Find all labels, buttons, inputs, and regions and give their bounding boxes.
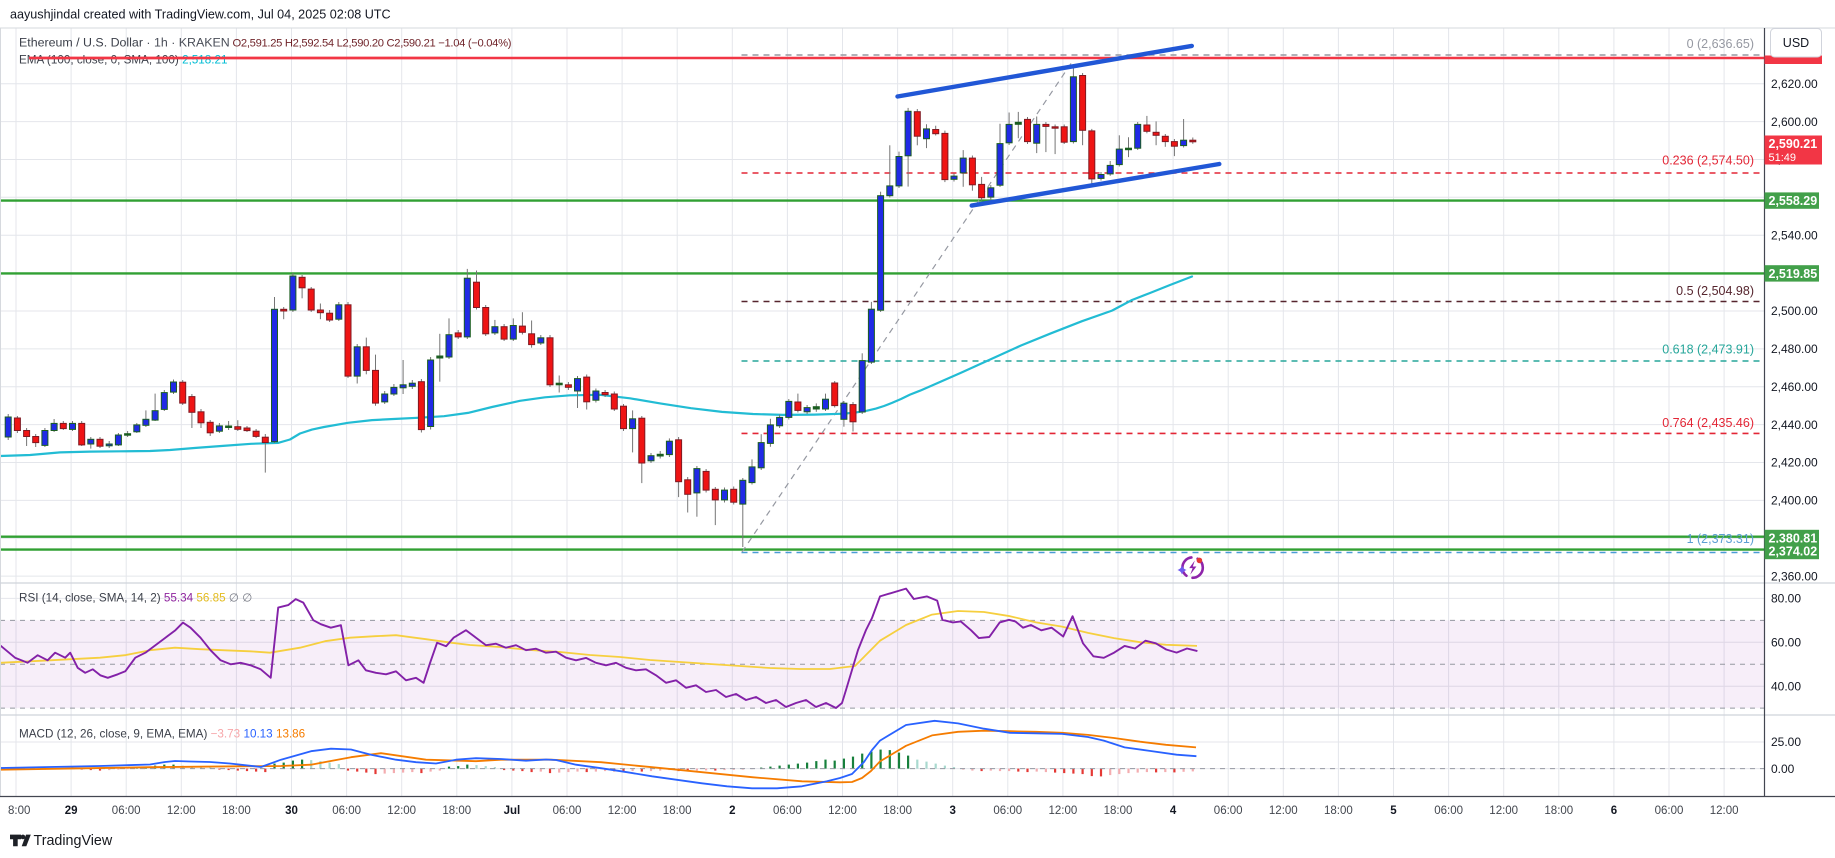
svg-text:06:00: 06:00 — [1655, 805, 1684, 817]
svg-text:USD: USD — [1783, 36, 1809, 50]
svg-text:2: 2 — [729, 805, 735, 817]
svg-text:30: 30 — [285, 805, 298, 817]
svg-text:18:00: 18:00 — [1324, 805, 1353, 817]
svg-text:4: 4 — [1170, 805, 1177, 817]
svg-text:18:00: 18:00 — [1104, 805, 1133, 817]
svg-text:2,374.02: 2,374.02 — [1769, 544, 1818, 558]
svg-text:2,519.85: 2,519.85 — [1769, 267, 1818, 281]
svg-text:TradingView: TradingView — [34, 833, 113, 849]
svg-text:06:00: 06:00 — [332, 805, 361, 817]
svg-text:2,500.00: 2,500.00 — [1771, 304, 1818, 318]
svg-text:3: 3 — [949, 805, 955, 817]
svg-text:06:00: 06:00 — [553, 805, 582, 817]
svg-text:18:00: 18:00 — [1544, 805, 1573, 817]
svg-text:2,590.21: 2,590.21 — [1769, 137, 1818, 151]
svg-text:12:00: 12:00 — [1269, 805, 1298, 817]
svg-text:12:00: 12:00 — [608, 805, 637, 817]
svg-text:12:00: 12:00 — [1710, 805, 1739, 817]
svg-text:18:00: 18:00 — [663, 805, 692, 817]
svg-text:1 (2,373.31): 1 (2,373.31) — [1687, 532, 1754, 546]
svg-text:8:00: 8:00 — [8, 805, 30, 817]
svg-text:2,380.81: 2,380.81 — [1769, 531, 1818, 545]
svg-text:18:00: 18:00 — [442, 805, 471, 817]
svg-text:06:00: 06:00 — [993, 805, 1022, 817]
svg-text:0.618 (2,473.91): 0.618 (2,473.91) — [1662, 342, 1754, 356]
svg-text:06:00: 06:00 — [1214, 805, 1243, 817]
svg-text:Ethereum / U.S. Dollar · 1h ·: Ethereum / U.S. Dollar · 1h · KRAKEN O2,… — [19, 36, 512, 50]
svg-text:40.00: 40.00 — [1771, 679, 1801, 693]
svg-text:12:00: 12:00 — [1489, 805, 1518, 817]
svg-text:29: 29 — [65, 805, 78, 817]
svg-text:EMA (100, close, 0, SMA, 100): EMA (100, close, 0, SMA, 100) 2,518.21 — [19, 53, 228, 66]
svg-text:12:00: 12:00 — [387, 805, 416, 817]
svg-text:0.5 (2,504.98): 0.5 (2,504.98) — [1676, 284, 1754, 298]
svg-text:2,600.00: 2,600.00 — [1771, 115, 1818, 129]
svg-text:06:00: 06:00 — [112, 805, 141, 817]
svg-text:Jul: Jul — [504, 805, 521, 817]
svg-text:5: 5 — [1390, 805, 1397, 817]
svg-text:2,400.00: 2,400.00 — [1771, 494, 1818, 508]
svg-text:6: 6 — [1611, 805, 1617, 817]
svg-text:2,480.00: 2,480.00 — [1771, 342, 1818, 356]
svg-text:2,620.00: 2,620.00 — [1771, 77, 1818, 91]
svg-text:0.764 (2,435.46): 0.764 (2,435.46) — [1662, 416, 1754, 430]
svg-text:18:00: 18:00 — [883, 805, 912, 817]
svg-text:60.00: 60.00 — [1771, 636, 1801, 650]
svg-text:2,440.00: 2,440.00 — [1771, 418, 1818, 432]
svg-text:12:00: 12:00 — [167, 805, 196, 817]
svg-text:12:00: 12:00 — [828, 805, 857, 817]
svg-text:06:00: 06:00 — [1434, 805, 1463, 817]
svg-text:2,420.00: 2,420.00 — [1771, 456, 1818, 470]
svg-text:MACD (12, 26, close, 9, EMA, E: MACD (12, 26, close, 9, EMA, EMA) −3.73 … — [19, 727, 305, 740]
svg-text:2,540.00: 2,540.00 — [1771, 228, 1818, 242]
svg-text:80.00: 80.00 — [1771, 592, 1801, 606]
svg-text:0 (2,636.65): 0 (2,636.65) — [1687, 37, 1754, 51]
svg-text:2,360.00: 2,360.00 — [1771, 569, 1818, 583]
svg-text:2,460.00: 2,460.00 — [1771, 380, 1818, 394]
svg-text:2,558.29: 2,558.29 — [1769, 194, 1818, 208]
svg-text:0.00: 0.00 — [1771, 762, 1795, 776]
svg-text:51:49: 51:49 — [1769, 152, 1797, 164]
svg-text:RSI (14, close, SMA, 14, 2) 5: RSI (14, close, SMA, 14, 2) 55.34 56.85 … — [19, 591, 252, 604]
svg-text:0.236 (2,574.50): 0.236 (2,574.50) — [1662, 154, 1754, 168]
svg-text:25.00: 25.00 — [1771, 735, 1801, 749]
svg-text:12:00: 12:00 — [1049, 805, 1078, 817]
svg-text:aayushjindal created with Trad: aayushjindal created with TradingView.co… — [10, 8, 391, 22]
svg-text:18:00: 18:00 — [222, 805, 251, 817]
svg-text:06:00: 06:00 — [773, 805, 802, 817]
